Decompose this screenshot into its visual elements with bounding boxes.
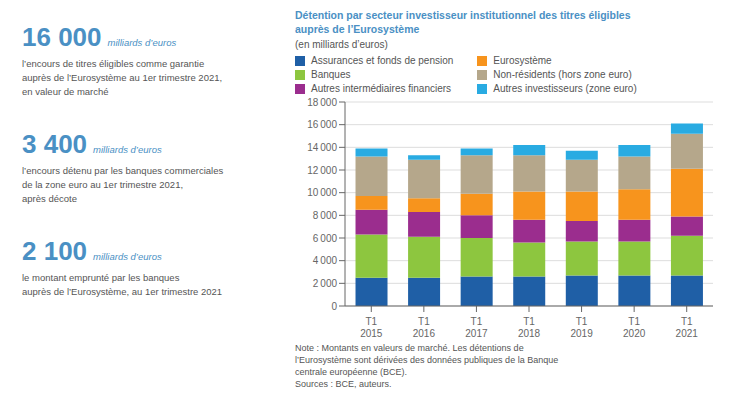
svg-text:4 000: 4 000: [313, 255, 338, 266]
html-text:3 400: 3 400: [22, 129, 88, 159]
html-text:16 000: 16 000: [22, 22, 102, 52]
html-text:Eurosystème: Eurosystème: [493, 55, 552, 66]
svg-text:6 000: 6 000: [313, 233, 338, 244]
html-text:Banques: Banques: [311, 69, 351, 80]
html-text:Non-résidents (hors zone euro): Non-résidents (hors zone euro): [493, 69, 632, 80]
html-text:Détention par secteur investis: Détention par secteur investisseur insti…: [295, 9, 631, 35]
html-text:l’encours de titres éligibles: l’encours de titres éligibles comme gara…: [22, 58, 223, 97]
svg-text:2 000: 2 000: [313, 278, 338, 289]
svg-text:T12015: T12015: [360, 316, 383, 339]
html-text:milliards d’euros: milliards d’euros: [93, 251, 162, 262]
html-text:milliards d’euros: milliards d’euros: [93, 144, 162, 155]
svg-text:T12021: T12021: [676, 316, 699, 339]
html-text:2 100: 2 100: [22, 236, 88, 266]
svg-text:12 000: 12 000: [307, 165, 337, 176]
svg-text:14 000: 14 000: [307, 142, 337, 153]
html-text:milliards d’euros: milliards d’euros: [107, 37, 177, 48]
html-text:Assurances et fonds de pension: Assurances et fonds de pension: [311, 55, 454, 66]
svg-text:0: 0: [331, 301, 337, 312]
html-text:l’encours détenu par les banqu: l’encours détenu par les banques commerc…: [22, 165, 224, 204]
html-text:le montant emprunté par les ba: le montant emprunté par les banques aupr…: [22, 272, 223, 297]
svg-text:16 000: 16 000: [307, 119, 337, 130]
html-text:(en milliards d’euros): (en milliards d’euros): [295, 39, 388, 50]
svg-text:T12019: T12019: [570, 316, 593, 339]
html-text:Autres intermédiaires financie: Autres intermédiaires financiers: [311, 83, 452, 94]
svg-text:T12020: T12020: [623, 316, 646, 339]
html-text:Note : Montants en valeurs de: Note : Montants en valeurs de marché. Le…: [295, 343, 559, 389]
svg-text:T12016: T12016: [413, 316, 436, 339]
svg-text:T12018: T12018: [518, 316, 541, 339]
svg-text:T12017: T12017: [465, 316, 488, 339]
svg-text:10 000: 10 000: [307, 187, 337, 198]
svg-text:18 000: 18 000: [307, 97, 337, 108]
html-text:Autres investisseurs (zone eur: Autres investisseurs (zone euro): [493, 83, 637, 94]
svg-text:8 000: 8 000: [313, 210, 338, 221]
